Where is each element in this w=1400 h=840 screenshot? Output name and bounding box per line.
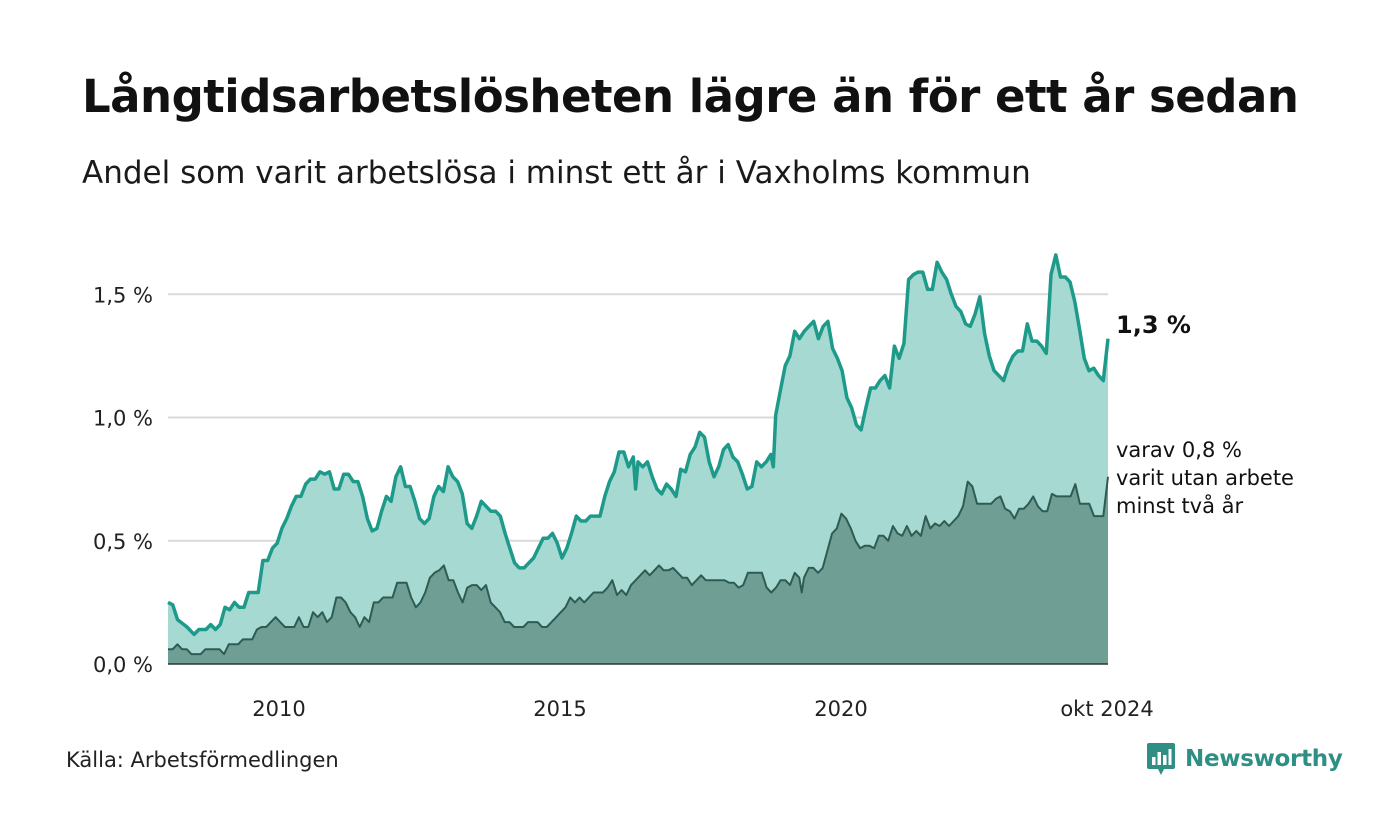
x-tick-label: 2015 [533,697,586,721]
x-tick-label: okt 2024 [1060,697,1153,721]
series-min-tva-ar-line [168,476,1109,656]
end-label-main: 1,3 % [1116,311,1191,339]
newsworthy-logo-icon [1147,743,1175,775]
end-label-sub-line: varav 0,8 % [1116,438,1242,462]
series-min-tva-ar-area [168,476,1108,664]
chart-subtitle: Andel som varit arbetslösa i minst ett å… [82,155,1031,191]
brand-name: Newsworthy [1185,746,1343,772]
chart-title: Långtidsarbetslösheten lägre än för ett … [82,70,1299,123]
series-min-ett-ar-line [167,253,1110,637]
y-tick-label: 0,0 % [93,653,153,677]
y-tick-label: 1,5 % [93,283,153,307]
x-tick-label: 2010 [252,697,305,721]
label-layer: 1,3 % varav 0,8 % varit utan arbete minst t… [1116,311,1294,518]
y-tick-label: 0,5 % [93,530,153,554]
area-layer [167,253,1110,664]
source-note: Källa: Arbetsförmedlingen [66,748,339,772]
end-label-sub-line: varit utan arbete [1116,466,1294,490]
end-label-sub-line: minst två år [1116,493,1244,518]
y-tick-label: 1,0 % [93,407,153,431]
axis-layer: 0,0 % 0,5 % 1,0 % 1,5 % 2010 2015 2020 okt 2024 [93,283,1154,721]
x-tick-label: 2020 [814,697,867,721]
brand-logo[interactable]: Newsworthy [1146,742,1343,776]
